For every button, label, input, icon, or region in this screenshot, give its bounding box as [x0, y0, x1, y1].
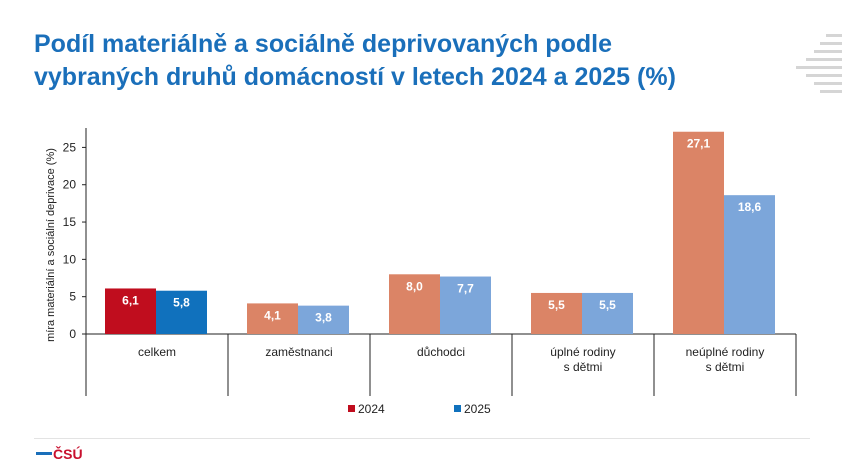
- legend-label-2024: 2024: [358, 402, 385, 416]
- y-axis-title: míra materiální a sociální deprivace (%): [45, 148, 57, 342]
- data-label-2024: 6,1: [122, 293, 139, 307]
- bar-2024: [673, 131, 724, 334]
- bar-2025: [440, 276, 491, 334]
- y-tick-label: 25: [63, 140, 77, 154]
- bar-2025: [298, 305, 349, 334]
- y-tick-label: 20: [63, 178, 77, 192]
- y-tick-label: 5: [69, 290, 76, 304]
- legend-label-2025: 2025: [464, 402, 491, 416]
- y-tick-label: 0: [69, 327, 76, 341]
- x-category-label: důchodci: [417, 345, 465, 359]
- statistics-decoration-icon: [796, 34, 842, 93]
- data-label-2025: 18,6: [738, 200, 762, 214]
- data-label-2024: 27,1: [687, 137, 711, 151]
- legend-swatch-2024: [348, 405, 355, 412]
- legend-item-2025: 2025: [454, 402, 491, 416]
- legend-item-2024: 2024: [348, 402, 385, 416]
- bar-2025: [582, 292, 633, 334]
- bar-2025: [724, 195, 775, 334]
- bar-2024: [247, 303, 298, 334]
- y-tick-label: 10: [63, 252, 77, 266]
- y-tick-label: 15: [63, 215, 77, 229]
- x-category-label: zaměstnanci: [265, 345, 332, 359]
- bar-2024: [531, 292, 582, 334]
- chart-title: Podíl materiálně a sociálně deprivovanýc…: [34, 28, 774, 94]
- x-category-label: úplné rodiny: [550, 345, 615, 359]
- bar-2025: [156, 290, 207, 334]
- footer-divider: [34, 438, 810, 439]
- csu-logo: ČSÚ: [36, 446, 83, 462]
- data-label-2024: 4,1: [264, 308, 281, 322]
- data-label-2025: 7,7: [457, 282, 474, 296]
- data-label-2024: 5,5: [548, 298, 565, 312]
- logo-dash-icon: [36, 452, 52, 455]
- x-category-label: s dětmi: [706, 360, 745, 374]
- data-label-2024: 8,0: [406, 279, 423, 293]
- data-label-2025: 3,8: [315, 311, 332, 325]
- x-category-label: celkem: [138, 345, 176, 359]
- data-label-2025: 5,5: [599, 298, 616, 312]
- chart-title-line-2: vybraných druhů domácností v letech 2024…: [34, 63, 676, 91]
- x-category-label: s dětmi: [564, 360, 603, 374]
- legend-swatch-2025: [454, 405, 461, 412]
- data-label-2025: 5,8: [173, 296, 190, 310]
- logo-text: ČSÚ: [53, 446, 83, 462]
- x-category-label: neúplné rodiny: [686, 345, 765, 359]
- chart-title-line-1: Podíl materiálně a sociálně deprivovanýc…: [34, 30, 612, 58]
- bar-2024: [105, 288, 156, 334]
- bar-2024: [389, 274, 440, 334]
